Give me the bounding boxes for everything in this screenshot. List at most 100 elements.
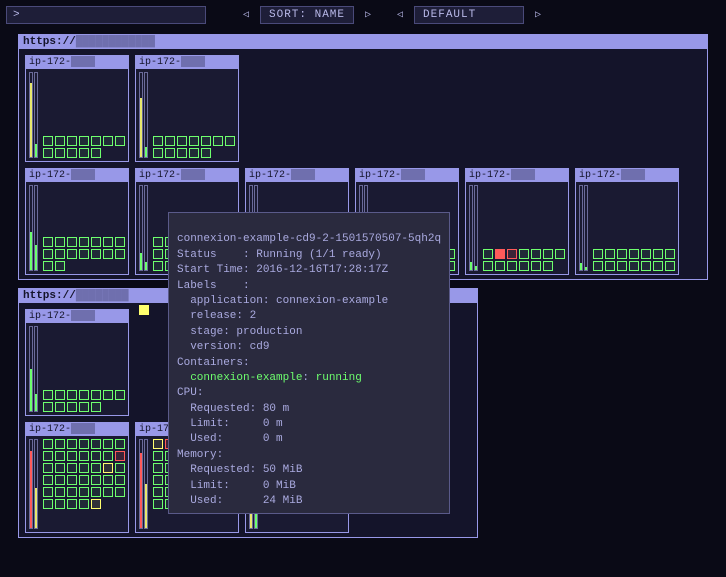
view-next-button[interactable]: ▷ <box>530 7 546 23</box>
pod[interactable] <box>103 451 113 461</box>
pod[interactable] <box>55 402 65 412</box>
pod[interactable] <box>43 136 53 146</box>
pod[interactable] <box>543 249 553 259</box>
pod[interactable] <box>67 475 77 485</box>
pod[interactable] <box>115 439 125 449</box>
pod[interactable] <box>593 261 603 271</box>
pod[interactable] <box>153 499 163 509</box>
pod[interactable] <box>665 249 675 259</box>
node-card[interactable]: ip-172-████ <box>25 309 129 416</box>
pod[interactable] <box>67 402 77 412</box>
pod[interactable] <box>115 237 125 247</box>
pod[interactable] <box>55 487 65 497</box>
pod[interactable] <box>79 439 89 449</box>
pod[interactable] <box>55 249 65 259</box>
pod[interactable] <box>115 136 125 146</box>
pod[interactable] <box>43 237 53 247</box>
pod[interactable] <box>43 402 53 412</box>
pod[interactable] <box>67 136 77 146</box>
pod[interactable] <box>153 136 163 146</box>
pod[interactable] <box>91 402 101 412</box>
pod[interactable] <box>153 249 163 259</box>
pod[interactable] <box>43 487 53 497</box>
pod[interactable] <box>201 136 211 146</box>
node-card[interactable]: ip-172-████ <box>575 168 679 275</box>
pod[interactable] <box>617 249 627 259</box>
pod[interactable] <box>153 475 163 485</box>
pod[interactable] <box>213 136 223 146</box>
pod[interactable] <box>115 249 125 259</box>
pod[interactable] <box>153 451 163 461</box>
pod[interactable] <box>55 439 65 449</box>
node-card[interactable]: ip-172-████ <box>25 55 129 162</box>
pod[interactable] <box>67 487 77 497</box>
pod[interactable] <box>653 249 663 259</box>
pod[interactable] <box>79 148 89 158</box>
pod[interactable] <box>91 439 101 449</box>
node-card[interactable]: ip-172-████ <box>465 168 569 275</box>
pod[interactable] <box>55 237 65 247</box>
pod[interactable] <box>103 390 113 400</box>
pod[interactable] <box>507 249 517 259</box>
pod[interactable] <box>153 261 163 271</box>
pod[interactable] <box>115 451 125 461</box>
pod[interactable] <box>67 451 77 461</box>
pod[interactable] <box>177 136 187 146</box>
pod[interactable] <box>177 148 187 158</box>
pod[interactable] <box>67 390 77 400</box>
pod[interactable] <box>115 390 125 400</box>
pod[interactable] <box>79 463 89 473</box>
pod[interactable] <box>165 136 175 146</box>
pod[interactable] <box>555 249 565 259</box>
pod[interactable] <box>495 249 505 259</box>
pod[interactable] <box>43 261 53 271</box>
pod[interactable] <box>55 451 65 461</box>
pod[interactable] <box>91 475 101 485</box>
pod[interactable] <box>103 475 113 485</box>
pod[interactable] <box>79 390 89 400</box>
pod[interactable] <box>55 148 65 158</box>
pod[interactable] <box>67 148 77 158</box>
view-dropdown[interactable]: DEFAULT <box>414 6 524 24</box>
pod[interactable] <box>641 249 651 259</box>
pod[interactable] <box>115 463 125 473</box>
pod[interactable] <box>153 439 163 449</box>
pod[interactable] <box>91 148 101 158</box>
pod[interactable] <box>91 463 101 473</box>
pod[interactable] <box>91 487 101 497</box>
pod[interactable] <box>91 249 101 259</box>
pod[interactable] <box>79 249 89 259</box>
pod[interactable] <box>483 249 493 259</box>
pod[interactable] <box>103 487 113 497</box>
pod[interactable] <box>67 237 77 247</box>
pod[interactable] <box>43 249 53 259</box>
pod[interactable] <box>79 499 89 509</box>
pod[interactable] <box>67 463 77 473</box>
pod[interactable] <box>225 136 235 146</box>
pod[interactable] <box>55 475 65 485</box>
pod[interactable] <box>617 261 627 271</box>
pod[interactable] <box>43 463 53 473</box>
pod[interactable] <box>91 451 101 461</box>
pod[interactable] <box>79 136 89 146</box>
pod[interactable] <box>43 475 53 485</box>
pod[interactable] <box>115 475 125 485</box>
pod[interactable] <box>91 237 101 247</box>
pod[interactable] <box>531 249 541 259</box>
pod[interactable] <box>67 439 77 449</box>
pod[interactable] <box>43 390 53 400</box>
pod[interactable] <box>43 499 53 509</box>
pod[interactable] <box>531 261 541 271</box>
pod[interactable] <box>79 475 89 485</box>
pod[interactable] <box>67 499 77 509</box>
pod[interactable] <box>153 148 163 158</box>
pod[interactable] <box>91 499 101 509</box>
pod[interactable] <box>91 136 101 146</box>
pod[interactable] <box>43 148 53 158</box>
pod[interactable] <box>189 148 199 158</box>
pod[interactable] <box>103 439 113 449</box>
pod[interactable] <box>91 390 101 400</box>
pod[interactable] <box>507 261 517 271</box>
pod[interactable] <box>103 463 113 473</box>
pod[interactable] <box>55 261 65 271</box>
